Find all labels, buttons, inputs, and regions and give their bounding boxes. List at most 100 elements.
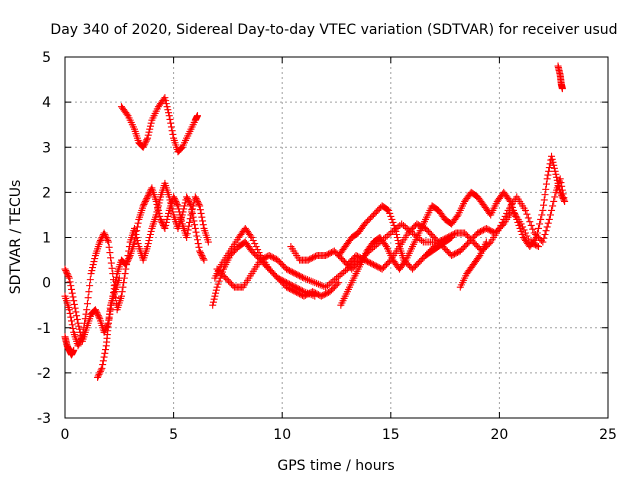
data-point <box>141 139 149 147</box>
data-point <box>212 286 220 294</box>
data-point <box>147 119 155 127</box>
data-point <box>521 206 529 214</box>
data-point <box>99 357 107 365</box>
data-point <box>144 191 152 199</box>
data-point <box>267 267 275 275</box>
data-point <box>349 264 357 272</box>
data-point <box>277 259 285 267</box>
data-point <box>121 270 129 278</box>
data-point <box>445 249 453 257</box>
data-point <box>123 110 131 118</box>
data-point <box>386 209 394 217</box>
data-point <box>311 292 319 300</box>
data-point <box>391 224 399 232</box>
data-point <box>251 240 259 248</box>
data-point <box>140 200 148 208</box>
data-point <box>213 283 221 291</box>
data-point <box>281 278 289 286</box>
data-point <box>553 176 561 184</box>
data-point <box>216 268 224 276</box>
data-point <box>559 194 567 202</box>
data-point <box>68 289 76 297</box>
data-point <box>381 241 389 249</box>
data-point <box>417 222 425 230</box>
data-point <box>83 306 91 314</box>
data-point <box>191 224 199 232</box>
data-point <box>329 285 337 293</box>
data-point <box>278 276 286 284</box>
data-point <box>186 200 194 208</box>
data-point <box>159 220 167 228</box>
data-point <box>197 209 205 217</box>
data-point <box>380 264 388 272</box>
data-point <box>495 224 503 232</box>
data-point <box>531 235 539 243</box>
data-point <box>100 229 108 237</box>
data-point <box>141 197 149 205</box>
data-point <box>165 193 173 201</box>
data-point <box>419 255 427 263</box>
data-point <box>365 258 373 266</box>
data-point <box>561 197 569 205</box>
data-point <box>101 349 109 357</box>
data-point <box>387 229 395 237</box>
data-point <box>214 267 222 275</box>
data-point <box>490 228 498 236</box>
data-point <box>70 300 78 308</box>
data-point <box>146 125 154 133</box>
data-point <box>433 237 441 245</box>
data-point <box>214 280 222 288</box>
data-point <box>414 221 422 229</box>
data-point <box>461 243 469 251</box>
data-point <box>345 259 353 267</box>
data-point <box>419 223 427 231</box>
data-point <box>75 339 83 347</box>
data-point <box>494 226 502 234</box>
data-point <box>190 217 198 225</box>
data-point <box>196 202 204 210</box>
data-point <box>551 167 559 175</box>
data-point <box>66 309 74 317</box>
data-point <box>556 175 564 183</box>
data-point <box>536 220 544 228</box>
data-point <box>265 252 273 260</box>
data-point <box>154 202 162 210</box>
data-point <box>539 238 547 246</box>
data-point <box>189 213 197 221</box>
data-point <box>451 230 459 238</box>
data-point <box>367 214 375 222</box>
data-point <box>372 208 380 216</box>
data-point <box>125 247 133 255</box>
data-point <box>68 285 76 293</box>
data-point <box>268 253 276 261</box>
data-point <box>75 325 83 333</box>
data-point <box>461 229 469 237</box>
data-point <box>119 283 127 291</box>
data-point <box>146 230 154 238</box>
data-point <box>125 243 133 251</box>
data-point <box>556 188 564 196</box>
data-point <box>468 235 476 243</box>
data-point <box>323 289 331 297</box>
data-point <box>256 256 264 264</box>
data-point <box>154 205 162 213</box>
data-point <box>413 220 421 228</box>
data-point <box>140 142 148 150</box>
data-point <box>291 270 299 278</box>
data-point <box>322 252 330 260</box>
data-point <box>432 235 440 243</box>
data-point <box>228 280 236 288</box>
data-point <box>474 243 482 251</box>
data-point <box>548 155 556 163</box>
data-point <box>229 282 237 290</box>
data-point <box>143 136 151 144</box>
data-point <box>518 230 526 238</box>
data-point <box>485 226 493 234</box>
data-point <box>377 264 385 272</box>
data-point <box>180 202 188 210</box>
data-point <box>296 285 304 293</box>
data-point <box>285 267 293 275</box>
data-point <box>78 334 86 342</box>
data-point <box>385 206 393 214</box>
data-point <box>161 94 169 102</box>
